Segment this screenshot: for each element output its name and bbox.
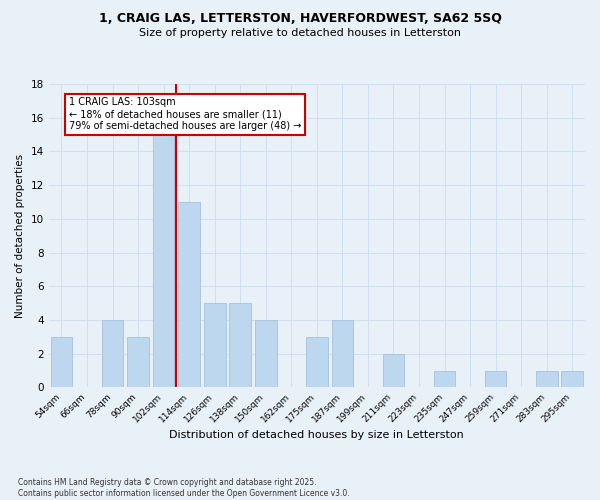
Bar bbox=[50, 337, 72, 388]
Bar bbox=[485, 370, 506, 388]
Y-axis label: Number of detached properties: Number of detached properties bbox=[15, 154, 25, 318]
Text: Size of property relative to detached houses in Letterston: Size of property relative to detached ho… bbox=[139, 28, 461, 38]
Text: 1 CRAIG LAS: 103sqm
← 18% of detached houses are smaller (11)
79% of semi-detach: 1 CRAIG LAS: 103sqm ← 18% of detached ho… bbox=[69, 98, 301, 130]
Text: Contains HM Land Registry data © Crown copyright and database right 2025.
Contai: Contains HM Land Registry data © Crown c… bbox=[18, 478, 350, 498]
Bar bbox=[204, 303, 226, 388]
Bar bbox=[434, 370, 455, 388]
Bar bbox=[562, 370, 583, 388]
Bar bbox=[332, 320, 353, 388]
Bar bbox=[229, 303, 251, 388]
X-axis label: Distribution of detached houses by size in Letterston: Distribution of detached houses by size … bbox=[169, 430, 464, 440]
Text: 1, CRAIG LAS, LETTERSTON, HAVERFORDWEST, SA62 5SQ: 1, CRAIG LAS, LETTERSTON, HAVERFORDWEST,… bbox=[98, 12, 502, 26]
Bar bbox=[255, 320, 277, 388]
Bar bbox=[101, 320, 124, 388]
Bar bbox=[536, 370, 557, 388]
Bar bbox=[178, 202, 200, 388]
Bar bbox=[127, 337, 149, 388]
Bar bbox=[153, 134, 175, 388]
Bar bbox=[306, 337, 328, 388]
Bar bbox=[383, 354, 404, 388]
